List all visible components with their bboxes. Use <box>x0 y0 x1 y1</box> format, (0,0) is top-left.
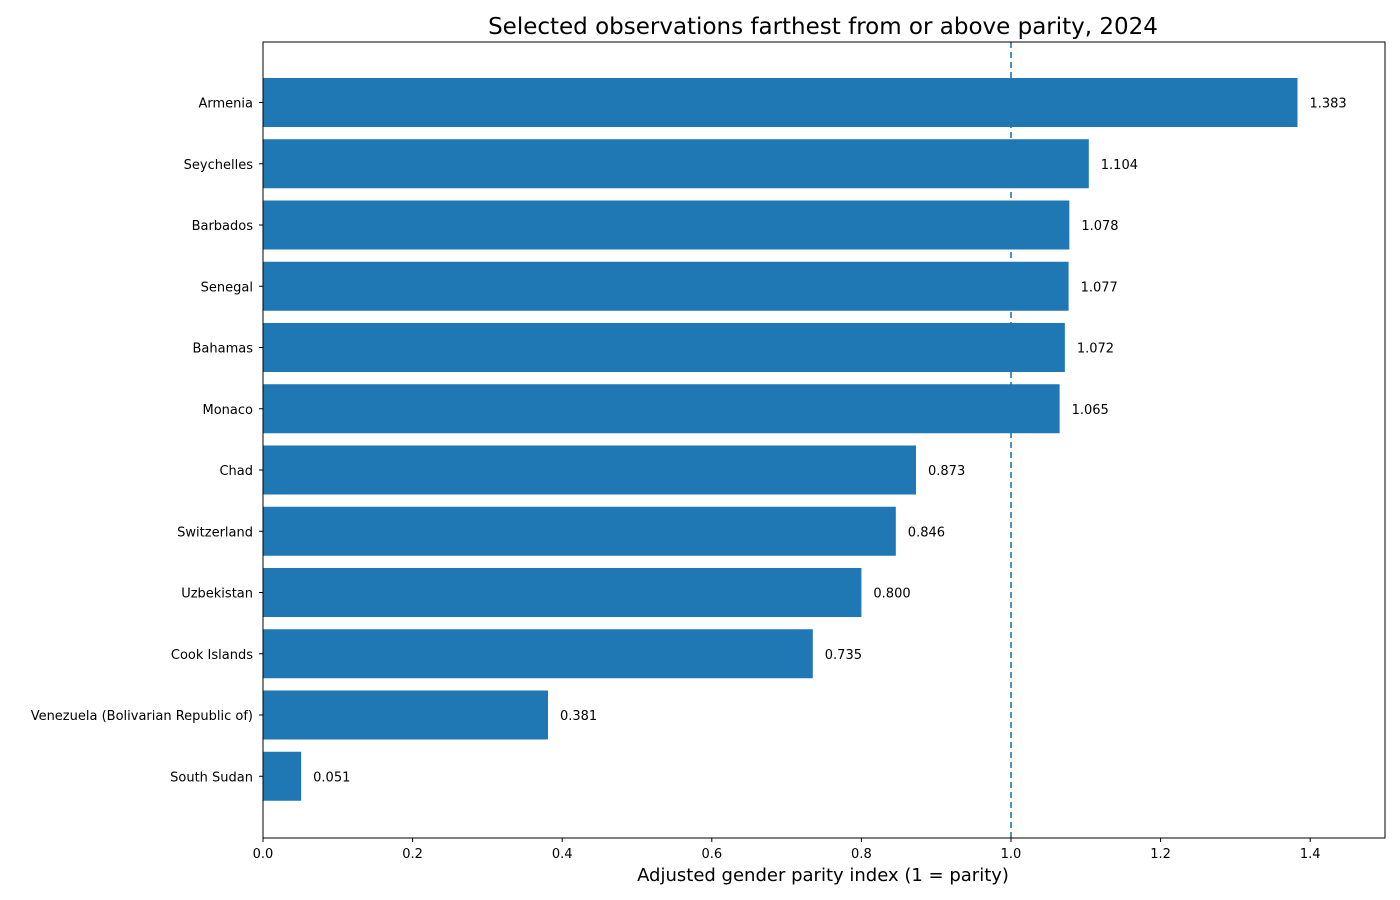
y-tick-label: Bahamas <box>193 342 254 357</box>
y-tick-label: Senegal <box>201 280 253 295</box>
bar-value-label: 0.051 <box>313 770 350 785</box>
y-tick-label: Barbados <box>192 219 254 234</box>
bar-value-label: 0.846 <box>908 525 945 540</box>
y-tick-label: Monaco <box>203 403 254 418</box>
bar-value-label: 0.800 <box>873 587 910 602</box>
x-tick-label: 0.6 <box>701 847 722 862</box>
bar-value-label: 1.065 <box>1072 403 1109 418</box>
bar <box>263 200 1070 250</box>
bar-value-label: 0.873 <box>928 464 965 479</box>
bar <box>263 323 1065 372</box>
y-axis: Armenia Seychelles Barbados Senegal Bahamas M… <box>31 97 263 785</box>
x-tick-label: 0.2 <box>402 847 423 862</box>
y-tick-label: Venezuela (Bolivarian Republic of) <box>31 709 253 724</box>
y-tick-label: Switzerland <box>177 525 253 540</box>
bar <box>263 139 1089 189</box>
y-tick-label: Seychelles <box>184 158 254 173</box>
bar-value-label: 0.735 <box>825 648 862 663</box>
x-tick-label: 0.0 <box>253 847 274 862</box>
chart-title: Selected observations farthest from or a… <box>488 14 1158 40</box>
bar-value-label: 1.077 <box>1081 280 1118 295</box>
x-tick-label: 1.0 <box>1001 847 1022 862</box>
bar-value-label: 0.381 <box>560 709 597 724</box>
bar <box>263 78 1298 127</box>
bar-value-label: 1.072 <box>1077 342 1114 357</box>
x-tick-label: 1.2 <box>1150 847 1171 862</box>
bar <box>263 568 862 617</box>
bar <box>263 445 917 495</box>
y-tick-label: South Sudan <box>170 770 253 785</box>
bar <box>263 384 1060 434</box>
bar <box>263 506 896 556</box>
bar <box>263 751 302 801</box>
bars-layer: 1.383 1.104 1.078 1.077 1.072 1.065 0.873 0.846… <box>263 78 1347 801</box>
bar-value-label: 1.383 <box>1309 97 1346 112</box>
bar <box>263 629 813 679</box>
y-tick-label: Uzbekistan <box>181 587 253 602</box>
bar <box>263 261 1069 311</box>
x-axis: 0.0 0.2 0.4 0.6 0.8 1.0 1.2 1.4 <box>253 838 1321 862</box>
x-tick-label: 0.8 <box>851 847 872 862</box>
bar-value-label: 1.078 <box>1081 219 1118 234</box>
y-tick-label: Cook Islands <box>171 648 253 663</box>
plot-frame <box>262 41 1386 839</box>
y-tick-label: Chad <box>219 464 253 479</box>
x-tick-label: 1.4 <box>1300 847 1321 862</box>
bar <box>263 690 548 740</box>
x-tick-label: 0.4 <box>552 847 573 862</box>
y-tick-label: Armenia <box>199 97 254 112</box>
bar-value-label: 1.104 <box>1101 158 1138 173</box>
x-axis-label: Adjusted gender parity index (1 = parity… <box>637 865 1009 886</box>
